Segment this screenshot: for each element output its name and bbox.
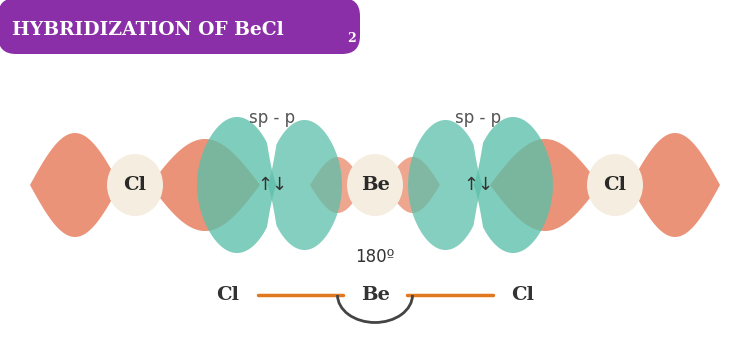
Polygon shape: [490, 139, 600, 231]
Polygon shape: [310, 157, 365, 213]
Polygon shape: [473, 117, 553, 253]
Polygon shape: [30, 133, 120, 237]
Polygon shape: [408, 120, 483, 250]
Polygon shape: [150, 139, 260, 231]
Polygon shape: [267, 120, 342, 250]
Ellipse shape: [107, 154, 163, 216]
Text: Cl: Cl: [511, 286, 535, 304]
Text: Be: Be: [360, 176, 390, 194]
Text: ↑↓: ↑↓: [257, 176, 287, 194]
Text: Cl: Cl: [123, 176, 146, 194]
Text: 2: 2: [347, 31, 356, 44]
Ellipse shape: [587, 154, 643, 216]
FancyBboxPatch shape: [0, 0, 360, 54]
Text: sp - p: sp - p: [249, 109, 295, 127]
Text: sp - p: sp - p: [455, 109, 501, 127]
Polygon shape: [385, 157, 440, 213]
Text: Be: Be: [360, 286, 390, 304]
Text: ↑↓: ↑↓: [463, 176, 493, 194]
Text: Cl: Cl: [216, 286, 240, 304]
Ellipse shape: [347, 154, 403, 216]
Text: 180º: 180º: [355, 248, 395, 266]
Text: Cl: Cl: [604, 176, 626, 194]
Polygon shape: [630, 133, 720, 237]
Polygon shape: [197, 117, 277, 253]
Text: HYBRIDIZATION OF BeCl: HYBRIDIZATION OF BeCl: [12, 21, 284, 39]
